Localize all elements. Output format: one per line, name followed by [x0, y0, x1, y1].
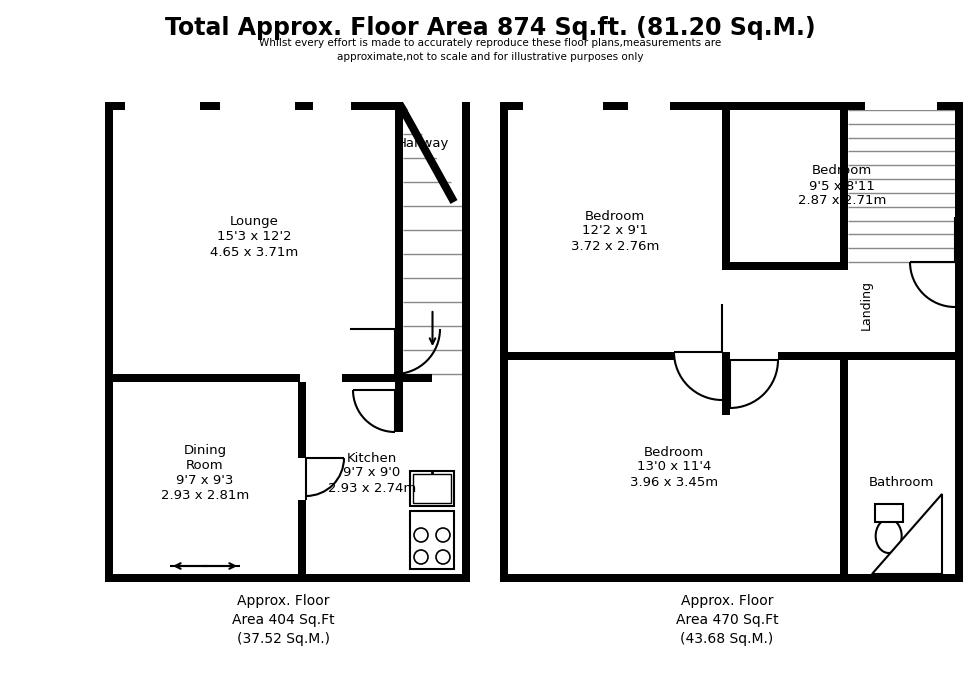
- Text: Landing: Landing: [859, 280, 872, 330]
- Bar: [395, 110, 403, 374]
- Bar: [840, 360, 848, 582]
- Bar: [500, 102, 955, 110]
- Bar: [628, 102, 670, 110]
- Text: Lounge
15'3 x 12'2
4.65 x 3.71m: Lounge 15'3 x 12'2 4.65 x 3.71m: [210, 215, 298, 259]
- Bar: [722, 262, 840, 270]
- Bar: [840, 102, 848, 270]
- Bar: [220, 102, 295, 110]
- Text: Kitchen
9'7 x 9'0
2.93 x 2.74m: Kitchen 9'7 x 9'0 2.93 x 2.74m: [328, 451, 416, 495]
- Bar: [410, 511, 454, 569]
- Bar: [523, 102, 603, 110]
- Bar: [105, 102, 113, 582]
- Bar: [875, 504, 903, 522]
- Bar: [500, 352, 955, 360]
- Bar: [730, 352, 778, 360]
- Bar: [298, 382, 306, 458]
- Bar: [413, 474, 451, 503]
- Bar: [298, 500, 306, 582]
- Bar: [410, 471, 454, 506]
- Bar: [865, 102, 937, 110]
- Text: Bedroom
13'0 x 11'4
3.96 x 3.45m: Bedroom 13'0 x 11'4 3.96 x 3.45m: [630, 446, 718, 489]
- Text: Hallway: Hallway: [397, 138, 449, 150]
- Ellipse shape: [876, 519, 902, 553]
- Bar: [125, 102, 200, 110]
- Text: Bedroom
12'2 x 9'1
3.72 x 2.76m: Bedroom 12'2 x 9'1 3.72 x 2.76m: [570, 210, 660, 253]
- Text: Whilst every effort is made to accurately reproduce these floor plans,measuremen: Whilst every effort is made to accuratel…: [259, 38, 721, 62]
- Bar: [395, 382, 403, 432]
- Bar: [722, 360, 730, 415]
- Polygon shape: [872, 494, 942, 574]
- Bar: [105, 574, 462, 582]
- Circle shape: [414, 528, 428, 542]
- Circle shape: [414, 550, 428, 564]
- Text: Dining
Room
9'7 x 9'3
2.93 x 2.81m: Dining Room 9'7 x 9'3 2.93 x 2.81m: [161, 444, 249, 502]
- Bar: [105, 374, 300, 382]
- Bar: [722, 110, 730, 270]
- Circle shape: [436, 550, 450, 564]
- Bar: [105, 102, 462, 110]
- Bar: [342, 374, 432, 382]
- Text: Bathroom: Bathroom: [868, 475, 934, 489]
- Bar: [313, 102, 351, 110]
- Bar: [462, 102, 470, 202]
- Bar: [500, 574, 955, 582]
- Bar: [500, 102, 508, 582]
- Bar: [674, 352, 722, 360]
- Bar: [955, 102, 963, 582]
- Bar: [462, 102, 470, 582]
- Text: Total Approx. Floor Area 874 Sq.ft. (81.20 Sq.M.): Total Approx. Floor Area 874 Sq.ft. (81.…: [165, 16, 815, 40]
- Text: Approx. Floor
Area 404 Sq.Ft
(37.52 Sq.M.): Approx. Floor Area 404 Sq.Ft (37.52 Sq.M…: [231, 594, 334, 646]
- Text: Bedroom
9'5 x 8'11
2.87 x 2.71m: Bedroom 9'5 x 8'11 2.87 x 2.71m: [798, 165, 886, 208]
- Circle shape: [436, 528, 450, 542]
- Bar: [410, 511, 454, 569]
- Polygon shape: [403, 102, 462, 200]
- Polygon shape: [400, 108, 458, 204]
- Text: Approx. Floor
Area 470 Sq.Ft
(43.68 Sq.M.): Approx. Floor Area 470 Sq.Ft (43.68 Sq.M…: [675, 594, 778, 646]
